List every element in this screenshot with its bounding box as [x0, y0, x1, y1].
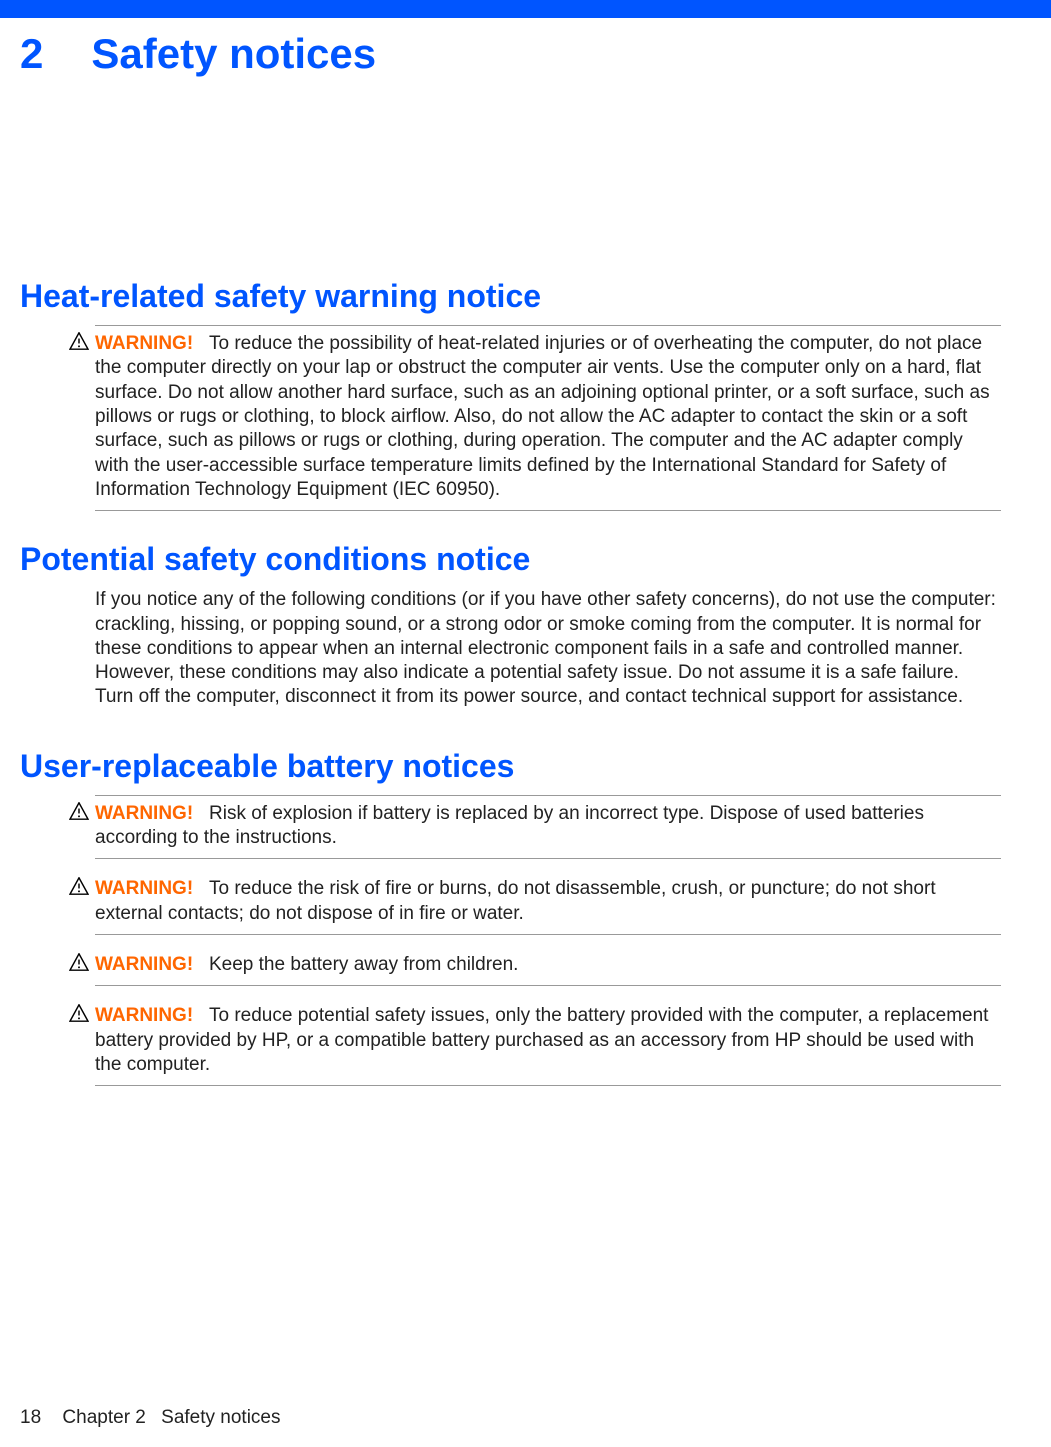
warning-text-heat: WARNING! To reduce the possibility of he… [95, 333, 990, 500]
warning-text: WARNING! To reduce potential safety issu… [95, 1005, 988, 1075]
warning-text: WARNING! Risk of explosion if battery is… [95, 803, 924, 848]
body-text-potential: If you notice any of the following condi… [95, 588, 1001, 718]
warning-body: To reduce the possibility of heat-relate… [95, 333, 990, 500]
footer-chapter-label: Chapter 2 [62, 1407, 145, 1428]
warning-label: WARNING! [95, 1005, 193, 1026]
chapter-number: 2 [20, 30, 43, 78]
warning-battery-3: WARNING! To reduce potential safety issu… [95, 998, 1001, 1086]
warning-label: WARNING! [95, 954, 193, 975]
warning-label: WARNING! [95, 803, 193, 824]
warning-heat: WARNING! To reduce the possibility of he… [95, 325, 1001, 511]
warning-body: To reduce potential safety issues, only … [95, 1005, 988, 1075]
section-heading-battery: User-replaceable battery notices [20, 748, 1011, 785]
footer-chapter-title: Safety notices [161, 1407, 280, 1428]
warning-body: Risk of explosion if battery is replaced… [95, 803, 924, 848]
warning-triangle-icon [69, 877, 89, 895]
warning-triangle-icon [69, 953, 89, 971]
warning-body: Keep the battery away from children. [209, 954, 518, 975]
top-accent-bar [0, 0, 1051, 18]
warning-triangle-icon [69, 1004, 89, 1022]
chapter-heading: 2 Safety notices [20, 30, 1011, 78]
section-potential: Potential safety conditions notice If yo… [20, 541, 1011, 718]
section-heat: Heat-related safety warning notice WARNI… [20, 278, 1011, 511]
warning-battery-0: WARNING! Risk of explosion if battery is… [95, 795, 1001, 860]
chapter-title: Safety notices [91, 30, 376, 78]
warning-label: WARNING! [95, 878, 193, 899]
section-heading-potential: Potential safety conditions notice [20, 541, 1011, 578]
warning-battery-1: WARNING! To reduce the risk of fire or b… [95, 871, 1001, 935]
warning-text: WARNING! Keep the battery away from chil… [95, 954, 518, 975]
page-content: 2 Safety notices Heat-related safety war… [0, 30, 1051, 1086]
warning-triangle-icon [69, 802, 89, 820]
section-battery: User-replaceable battery notices WARNING… [20, 748, 1011, 1087]
warning-text: WARNING! To reduce the risk of fire or b… [95, 878, 936, 923]
page-footer: 18 Chapter 2 Safety notices [20, 1407, 281, 1429]
warning-battery-2: WARNING! Keep the battery away from chil… [95, 947, 1001, 986]
warning-triangle-icon [69, 332, 89, 350]
warning-label: WARNING! [95, 333, 193, 354]
section-heading-heat: Heat-related safety warning notice [20, 278, 1011, 315]
warning-body: To reduce the risk of fire or burns, do … [95, 878, 936, 923]
footer-page-number: 18 [20, 1407, 41, 1428]
